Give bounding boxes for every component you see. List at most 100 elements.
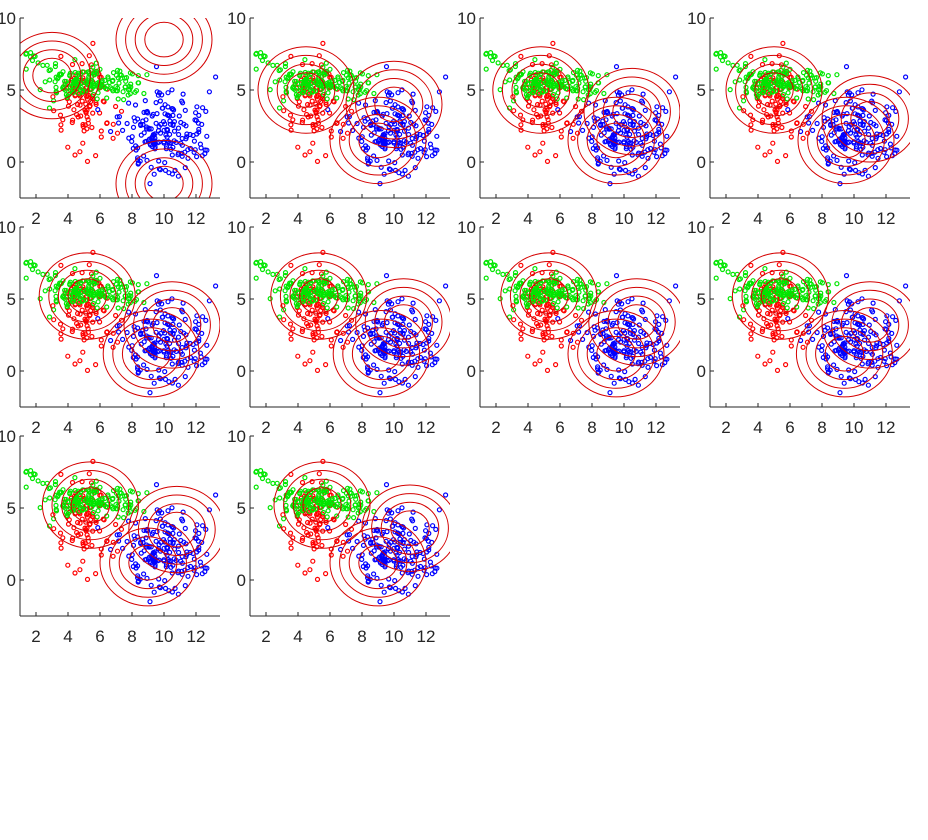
scatter-point-blue <box>157 98 163 104</box>
scatter-point-green <box>831 299 837 306</box>
scatter-point-red <box>296 308 302 314</box>
gaussian-contour-1 <box>509 261 588 332</box>
scatter-point-green <box>803 281 810 287</box>
scatter-point-blue <box>144 366 150 372</box>
gaussian-contour-3 <box>348 113 408 167</box>
scatter-point-green <box>754 94 760 101</box>
scatter-point-green <box>117 68 123 74</box>
scatter-point-blue <box>417 354 424 361</box>
scatter-point-green <box>588 290 594 296</box>
scatter-point-blue <box>624 126 630 133</box>
scatter-point-green <box>47 276 54 282</box>
scatter-point-green <box>300 298 306 304</box>
scatter-point-blue <box>142 515 148 522</box>
scatter-point-red <box>308 531 314 537</box>
scatter-point-blue <box>644 131 650 137</box>
scatter-point-green <box>52 60 59 67</box>
scatter-point-blue <box>116 113 123 120</box>
scatter-point-green <box>117 486 123 492</box>
scatter-point-red <box>323 362 329 368</box>
gaussian-contour-3 <box>816 113 876 167</box>
scatter-point-green <box>513 84 519 91</box>
scatter-point-red <box>765 114 771 120</box>
scatter-point-blue <box>162 529 168 535</box>
gaussian-contour-1 <box>299 278 339 314</box>
scatter-point-green <box>261 471 267 477</box>
scatter-point-red <box>318 516 324 523</box>
scatter-point-blue <box>196 321 202 327</box>
scatter-point-blue <box>170 353 176 359</box>
scatter-point-blue <box>159 510 165 516</box>
y-tick-label: 5 <box>697 81 706 100</box>
scatter-point-blue <box>148 164 154 170</box>
scatter-point-blue <box>859 152 865 158</box>
scatter-point-red <box>89 542 95 549</box>
scatter-point-red <box>535 114 541 120</box>
scatter-point-green <box>277 495 283 501</box>
scatter-point-blue <box>633 139 639 145</box>
scatter-point-green <box>340 69 347 76</box>
scatter-point-red <box>794 120 800 127</box>
scatter-point-red <box>60 535 66 541</box>
scatter-point-green <box>75 293 81 299</box>
scatter-point-green <box>316 69 322 75</box>
scatter-point-blue <box>135 155 141 161</box>
scatter-point-blue <box>378 582 384 588</box>
scatter-point-blue <box>412 374 418 380</box>
scatter-point-green <box>37 296 43 302</box>
plot-area <box>20 18 219 198</box>
scatter-point-blue <box>423 319 429 325</box>
scatter-point-blue <box>373 556 379 562</box>
scatter-point-blue <box>642 165 648 171</box>
scatter-point-green <box>483 275 489 281</box>
scatter-point-red <box>319 542 325 549</box>
x-tick-label: 12 <box>187 627 206 646</box>
scatter-point-red <box>310 140 316 146</box>
scatter-point-green <box>56 71 63 77</box>
scatter-point-green <box>527 279 534 285</box>
scatter-point-green <box>789 289 795 295</box>
scatter-point-blue <box>152 141 158 147</box>
scatter-point-blue <box>138 122 144 129</box>
x-tick-label: 8 <box>127 627 136 646</box>
gaussian-contour-2 <box>593 76 671 147</box>
scatter-point-red <box>543 101 549 107</box>
scatter-point-blue <box>178 537 184 544</box>
scatter-point-blue <box>378 164 384 170</box>
scatter-point-red <box>300 117 306 123</box>
scatter-point-blue <box>152 146 158 152</box>
scatter-point-red <box>778 98 784 105</box>
scatter-point-blue <box>162 577 168 584</box>
scatter-point-blue <box>114 532 120 538</box>
scatter-point-red <box>77 149 83 155</box>
scatter-point-blue <box>135 145 141 151</box>
scatter-point-blue <box>412 525 418 532</box>
x-tick-label: 10 <box>615 209 634 228</box>
scatter-point-green <box>72 475 78 481</box>
scatter-point-blue <box>176 113 182 119</box>
scatter-point-blue <box>896 89 903 95</box>
x-tick-label: 4 <box>753 209 762 228</box>
scatter-point-green <box>491 53 497 59</box>
scatter-point-red <box>340 135 346 141</box>
scatter-point-red <box>85 120 92 126</box>
scatter-point-green <box>272 288 278 294</box>
scatter-point-red <box>58 336 64 342</box>
scatter-point-green <box>91 72 98 78</box>
scatter-point-green <box>506 314 513 320</box>
scatter-point-blue <box>854 134 860 140</box>
gaussian-contour-3 <box>358 122 398 159</box>
scatter-point-blue <box>151 132 157 138</box>
scatter-point-red <box>767 358 773 364</box>
scatter-point-blue <box>839 113 845 119</box>
x-tick-label: 6 <box>95 418 104 437</box>
scatter-point-blue <box>382 355 388 361</box>
scatter-point-blue <box>868 140 874 146</box>
scatter-point-blue <box>882 319 889 325</box>
scatter-point-green <box>23 484 29 490</box>
scatter-point-blue <box>429 571 435 577</box>
scatter-point-green <box>762 266 768 272</box>
scatter-point-blue <box>151 348 157 354</box>
scatter-point-blue <box>841 171 847 177</box>
